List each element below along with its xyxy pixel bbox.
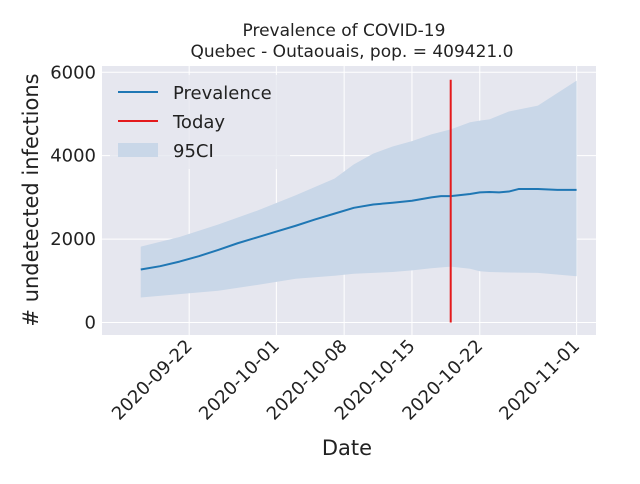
legend-today-label: Today	[172, 112, 225, 133]
legend: Prevalence Today 95CI	[110, 75, 290, 169]
ci-layer	[140, 80, 577, 298]
legend-prevalence-label: Prevalence	[173, 83, 272, 104]
x-tick-label: 2020-11-01	[495, 336, 584, 425]
y-tick-label: 6000	[50, 62, 96, 83]
y-tick-label: 4000	[50, 146, 96, 167]
y-tick-label: 2000	[50, 229, 96, 250]
chart-subtitle: Quebec - Outaouais, pop. = 409421.0	[191, 42, 514, 62]
x-axis-label: Date	[322, 436, 372, 460]
ci-band	[140, 80, 577, 298]
line-layer	[140, 79, 577, 323]
y-axis-label: # undetected infections	[19, 73, 43, 326]
y-tick-label: 0	[85, 312, 96, 333]
prevalence-line	[140, 188, 577, 271]
legend-ci-label: 95CI	[173, 141, 214, 162]
x-tick-label: 2020-09-22	[108, 336, 197, 425]
chart-title: Prevalence of COVID-19	[243, 21, 446, 41]
legend-ci-swatch	[118, 143, 158, 157]
